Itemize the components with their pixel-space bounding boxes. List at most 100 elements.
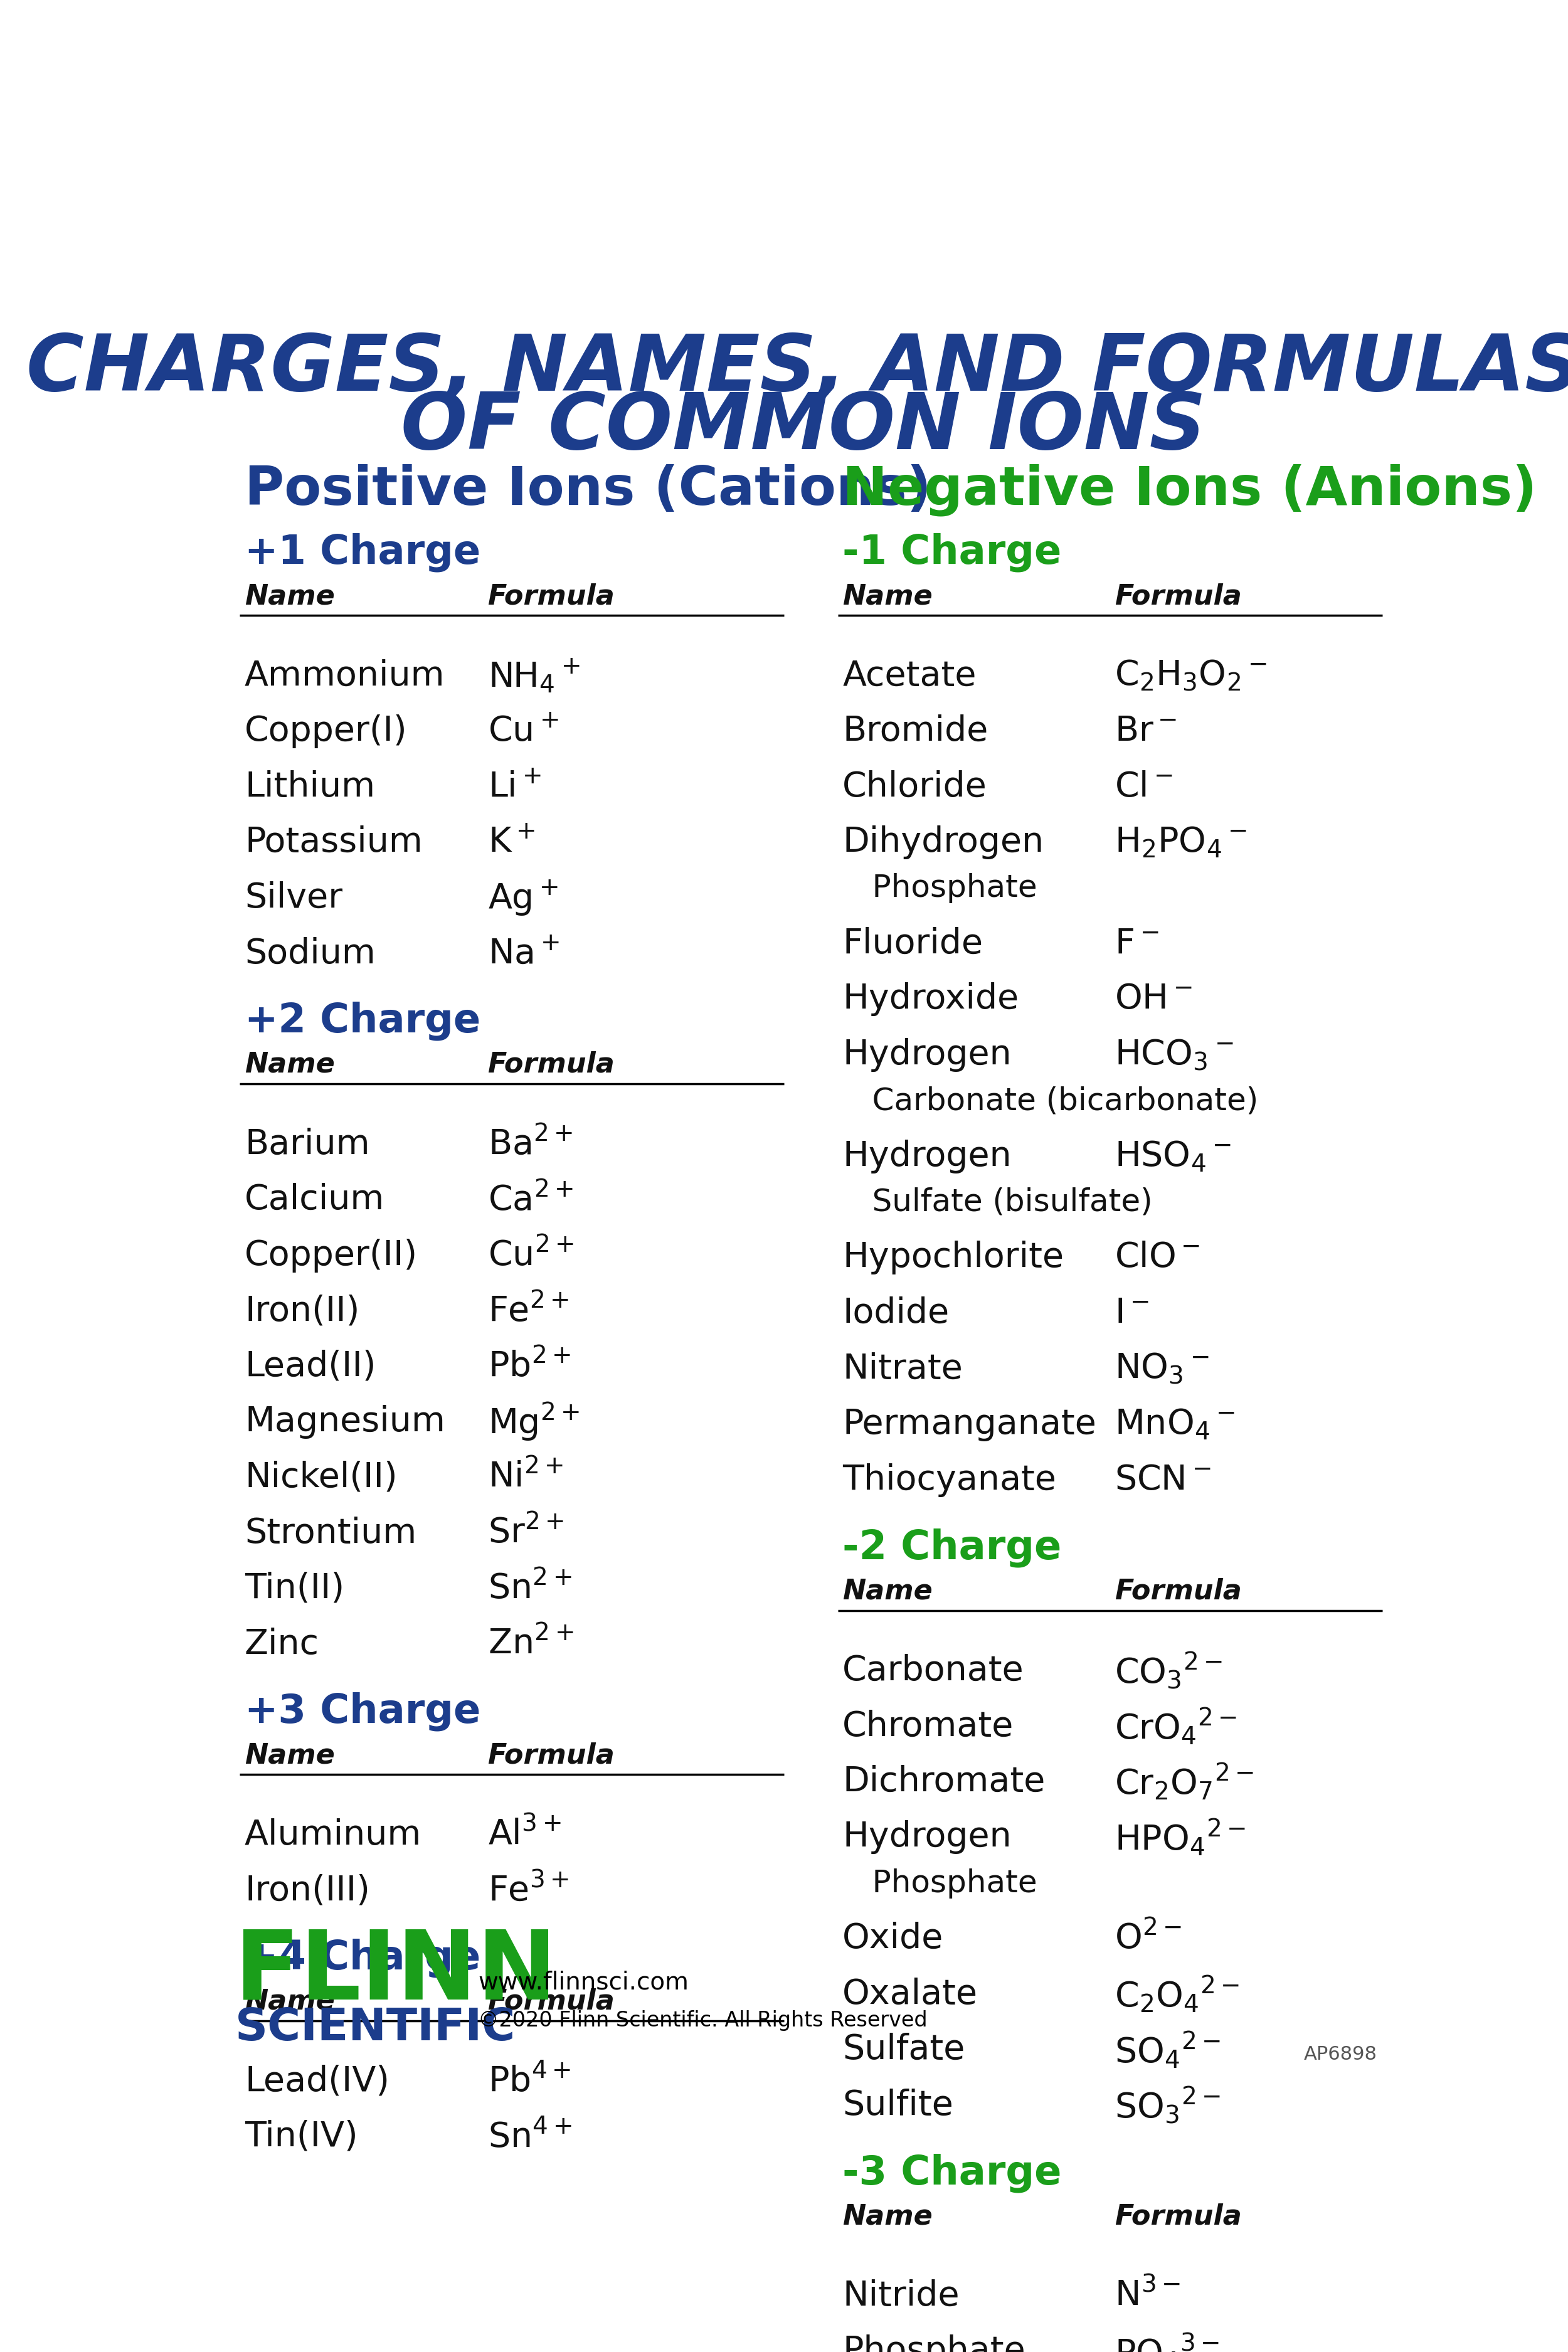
Text: Formula: Formula [1115, 583, 1242, 609]
Text: HSO$_4$$^-$: HSO$_4$$^-$ [1115, 1138, 1231, 1174]
Text: SCIENTIFIC: SCIENTIFIC [235, 2006, 516, 2049]
Text: Pb$^{2+}$: Pb$^{2+}$ [488, 1348, 571, 1383]
Text: Formula: Formula [488, 1743, 615, 1769]
Text: Nitride: Nitride [842, 2279, 960, 2312]
Text: HPO$_4$$^{2-}$: HPO$_4$$^{2-}$ [1115, 1818, 1245, 1858]
Text: Formula: Formula [1115, 2204, 1242, 2230]
Text: Formula: Formula [1115, 1578, 1242, 1604]
Text: Ni$^{2+}$: Ni$^{2+}$ [488, 1461, 563, 1496]
Text: Sulfate: Sulfate [842, 2032, 964, 2067]
Text: F$^-$: F$^-$ [1115, 927, 1159, 962]
Text: HCO$_3$$^-$: HCO$_3$$^-$ [1115, 1037, 1234, 1073]
Text: Sr$^{2+}$: Sr$^{2+}$ [488, 1515, 564, 1550]
Text: CHARGES, NAMES, AND FORMULAS: CHARGES, NAMES, AND FORMULAS [27, 332, 1568, 407]
Text: Zinc: Zinc [245, 1628, 320, 1661]
Text: Phosphate: Phosphate [842, 2336, 1025, 2352]
Text: Ca$^{2+}$: Ca$^{2+}$ [488, 1183, 572, 1218]
Text: K$^+$: K$^+$ [488, 826, 535, 858]
Text: C$_2$H$_3$O$_2$$^-$: C$_2$H$_3$O$_2$$^-$ [1115, 659, 1267, 694]
Text: C$_2$O$_4$$^{2-}$: C$_2$O$_4$$^{2-}$ [1115, 1973, 1240, 2013]
Text: Ag$^+$: Ag$^+$ [488, 877, 558, 917]
Text: Lithium: Lithium [245, 769, 375, 804]
Text: Name: Name [245, 1051, 336, 1077]
Text: www.flinnsci.com: www.flinnsci.com [478, 1971, 688, 1994]
Text: Iron(II): Iron(II) [245, 1294, 359, 1329]
Text: OH$^-$: OH$^-$ [1115, 983, 1192, 1016]
Text: Sn$^{4+}$: Sn$^{4+}$ [488, 2119, 571, 2154]
Text: Al$^{3+}$: Al$^{3+}$ [488, 1818, 561, 1853]
Text: Calcium: Calcium [245, 1183, 384, 1216]
Text: Hydroxide: Hydroxide [842, 983, 1019, 1016]
Text: Positive Ions (Cations): Positive Ions (Cations) [245, 463, 931, 515]
Text: Formula: Formula [488, 1051, 615, 1077]
Text: Cl$^-$: Cl$^-$ [1115, 769, 1173, 804]
Text: Sn$^{2+}$: Sn$^{2+}$ [488, 1571, 571, 1606]
Text: Copper(II): Copper(II) [245, 1240, 417, 1272]
Text: Chloride: Chloride [842, 769, 988, 804]
Text: Hydrogen: Hydrogen [842, 1820, 1011, 1853]
Text: Aluminum: Aluminum [245, 1818, 422, 1851]
Text: Sulfate (bisulfate): Sulfate (bisulfate) [842, 1188, 1152, 1218]
Text: +3 Charge: +3 Charge [245, 1691, 481, 1731]
Text: FLINN: FLINN [235, 1926, 557, 2020]
Text: Lead(IV): Lead(IV) [245, 2065, 389, 2098]
Text: Permanganate: Permanganate [842, 1406, 1096, 1442]
Text: Li$^+$: Li$^+$ [488, 769, 541, 804]
Text: Lead(II): Lead(II) [245, 1350, 376, 1383]
Text: Dichromate: Dichromate [842, 1764, 1046, 1799]
Text: Silver: Silver [245, 882, 342, 915]
Text: Sodium: Sodium [245, 936, 376, 971]
Text: Iron(III): Iron(III) [245, 1875, 370, 1907]
Text: SCN$^-$: SCN$^-$ [1115, 1463, 1212, 1496]
Text: Name: Name [842, 1578, 933, 1604]
Text: Sulfite: Sulfite [842, 2089, 953, 2122]
Text: Dihydrogen: Dihydrogen [842, 826, 1044, 858]
Text: Fluoride: Fluoride [842, 927, 983, 962]
Text: Tin(II): Tin(II) [245, 1571, 345, 1606]
Text: Cu$^+$: Cu$^+$ [488, 715, 558, 748]
Text: Carbonate: Carbonate [842, 1653, 1024, 1689]
Text: Hydrogen: Hydrogen [842, 1037, 1011, 1073]
Text: Negative Ions (Anions): Negative Ions (Anions) [842, 463, 1537, 515]
Text: I$^-$: I$^-$ [1115, 1296, 1149, 1331]
Text: SO$_4$$^{2-}$: SO$_4$$^{2-}$ [1115, 2030, 1220, 2070]
Text: Mg$^{2+}$: Mg$^{2+}$ [488, 1402, 580, 1444]
Text: +4 Charge: +4 Charge [245, 1938, 480, 1978]
Text: +2 Charge: +2 Charge [245, 1002, 480, 1040]
Text: Fe$^{3+}$: Fe$^{3+}$ [488, 1872, 569, 1907]
Text: Magnesium: Magnesium [245, 1404, 445, 1439]
Text: ClO$^-$: ClO$^-$ [1115, 1242, 1200, 1275]
Text: +1 Charge: +1 Charge [245, 534, 480, 572]
Text: Oxalate: Oxalate [842, 1978, 978, 2011]
Text: PO$_4$$^{3-}$: PO$_4$$^{3-}$ [1115, 2331, 1220, 2352]
Text: NO$_3$$^-$: NO$_3$$^-$ [1115, 1352, 1209, 1385]
Text: H$_2$PO$_4$$^-$: H$_2$PO$_4$$^-$ [1115, 826, 1247, 858]
Text: CO$_3$$^{2-}$: CO$_3$$^{2-}$ [1115, 1651, 1223, 1691]
Text: Pb$^{4+}$: Pb$^{4+}$ [488, 2063, 571, 2098]
Text: Name: Name [245, 1987, 336, 2016]
Text: CrO$_4$$^{2-}$: CrO$_4$$^{2-}$ [1115, 1705, 1237, 1745]
Text: AP6898: AP6898 [1305, 2046, 1377, 2063]
Text: Br$^-$: Br$^-$ [1115, 715, 1178, 748]
Text: Phosphate: Phosphate [842, 873, 1038, 903]
Text: Cu$^{2+}$: Cu$^{2+}$ [488, 1237, 574, 1272]
Text: Iodide: Iodide [842, 1296, 949, 1331]
Text: Tin(IV): Tin(IV) [245, 2119, 358, 2154]
Text: Copper(I): Copper(I) [245, 715, 408, 748]
Text: -3 Charge: -3 Charge [842, 2154, 1062, 2192]
Text: Barium: Barium [245, 1127, 370, 1162]
Text: Name: Name [842, 583, 933, 609]
Text: Zn$^{2+}$: Zn$^{2+}$ [488, 1628, 574, 1661]
Text: Phosphate: Phosphate [842, 1867, 1038, 1898]
Text: Name: Name [245, 583, 336, 609]
Text: Nitrate: Nitrate [842, 1352, 963, 1385]
Text: Acetate: Acetate [842, 659, 977, 694]
Text: Thiocyanate: Thiocyanate [842, 1463, 1057, 1496]
Text: Na$^+$: Na$^+$ [488, 936, 560, 971]
Text: N$^{3-}$: N$^{3-}$ [1115, 2279, 1181, 2314]
Text: Name: Name [245, 1743, 336, 1769]
Text: Fe$^{2+}$: Fe$^{2+}$ [488, 1294, 569, 1329]
Text: ©2020 Flinn Scientific. All Rights Reserved: ©2020 Flinn Scientific. All Rights Reser… [478, 2011, 927, 2032]
Text: Ammonium: Ammonium [245, 659, 445, 694]
Text: NH$_4$$^+$: NH$_4$$^+$ [488, 659, 580, 694]
